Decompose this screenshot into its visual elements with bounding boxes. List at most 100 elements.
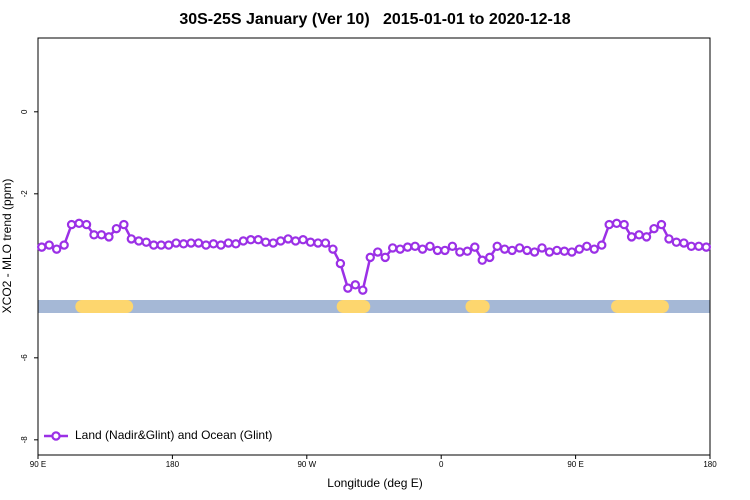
- x-tick-label: 90 W: [297, 460, 316, 469]
- data-point: [74, 218, 84, 229]
- data-point: [81, 219, 92, 230]
- data-point: [582, 241, 592, 251]
- data-point: [238, 236, 249, 246]
- data-point: [649, 223, 659, 234]
- data-point: [320, 238, 331, 248]
- data-point: [402, 242, 413, 252]
- y-tick-label: -8: [20, 436, 29, 444]
- data-point: [89, 230, 99, 240]
- y-tick-label: 0: [20, 109, 29, 114]
- data-point: [514, 243, 525, 253]
- data-point: [492, 241, 502, 251]
- ocean-strip: [38, 300, 710, 313]
- data-point: [499, 244, 510, 254]
- data-point: [447, 241, 458, 251]
- data-point: [246, 235, 256, 245]
- x-tick-label: 0: [439, 460, 444, 469]
- data-point: [37, 242, 47, 252]
- legend-label: Land (Nadir&Glint) and Ocean (Glint): [75, 428, 272, 442]
- land-segment: [336, 300, 371, 313]
- data-point: [208, 239, 219, 249]
- data-point: [589, 244, 599, 254]
- data-point: [223, 238, 234, 248]
- data-point: [380, 252, 390, 263]
- data-point: [59, 240, 69, 250]
- data-point: [350, 280, 361, 290]
- data-point: [313, 238, 323, 248]
- data-point: [604, 219, 614, 230]
- data-point: [149, 240, 159, 250]
- data-point: [537, 243, 547, 253]
- land-segment: [75, 300, 134, 313]
- data-point: [126, 234, 137, 244]
- data-point: [656, 219, 667, 230]
- data-point: [387, 243, 398, 253]
- data-point: [694, 241, 704, 251]
- x-tick-label: 90 E: [567, 460, 583, 469]
- data-point: [440, 245, 450, 256]
- data-point: [611, 218, 622, 229]
- data-point: [425, 241, 435, 251]
- data-point: [358, 285, 368, 295]
- data-point: [261, 237, 271, 247]
- data-point: [163, 240, 174, 250]
- data-point: [679, 238, 689, 248]
- data-point: [275, 236, 286, 246]
- data-point: [111, 223, 122, 234]
- land-segment: [611, 300, 669, 313]
- data-point: [290, 236, 301, 246]
- data-point: [193, 238, 204, 248]
- data-point: [171, 238, 181, 248]
- data-point: [567, 247, 577, 257]
- data-point: [104, 232, 114, 242]
- plot-frame: [37, 37, 711, 456]
- data-point: [253, 235, 263, 245]
- data-point: [186, 238, 196, 248]
- data-point: [335, 258, 346, 269]
- x-tick-label: 90 E: [30, 460, 46, 469]
- data-point: [686, 241, 697, 251]
- data-point: [216, 240, 226, 250]
- data-point: [544, 247, 555, 257]
- data-point: [470, 242, 480, 252]
- data-point: [96, 230, 107, 240]
- data-point: [455, 247, 465, 257]
- data-point: [432, 245, 443, 256]
- data-point: [522, 245, 532, 256]
- data-point: [671, 237, 682, 247]
- land-segment: [465, 300, 490, 313]
- data-point: [283, 234, 293, 244]
- data-point: [231, 239, 241, 249]
- data-point: [66, 219, 77, 230]
- data-point: [477, 255, 487, 265]
- data-point: [634, 230, 644, 240]
- data-point: [507, 245, 517, 256]
- data-point: [559, 246, 570, 256]
- chart-title: 30S-25S January (Ver 10) 2015-01-01 to 2…: [179, 11, 570, 28]
- data-point: [119, 219, 129, 230]
- legend-marker: [51, 431, 61, 441]
- data-point: [641, 232, 652, 242]
- data-point: [141, 237, 151, 247]
- data-point: [701, 242, 711, 252]
- data-point: [268, 238, 278, 248]
- data-point: [134, 236, 144, 246]
- data-point: [552, 245, 562, 256]
- x-tick-label: 180: [166, 460, 180, 469]
- data-point: [305, 237, 316, 247]
- data-point: [529, 247, 540, 257]
- data-point: [178, 239, 189, 249]
- data-point: [597, 240, 607, 250]
- x-axis-label: Longitude (deg E): [327, 476, 422, 490]
- y-tick-label: -6: [20, 354, 29, 362]
- data-point: [51, 244, 62, 254]
- data-point: [485, 252, 495, 263]
- data-point: [395, 244, 405, 254]
- data-point: [619, 219, 629, 230]
- data-point: [328, 244, 338, 254]
- data-point: [462, 246, 473, 256]
- data-point: [201, 240, 211, 250]
- data-point: [373, 247, 383, 257]
- y-axis-label: XCO2 - MLO trend (ppm): [0, 179, 14, 314]
